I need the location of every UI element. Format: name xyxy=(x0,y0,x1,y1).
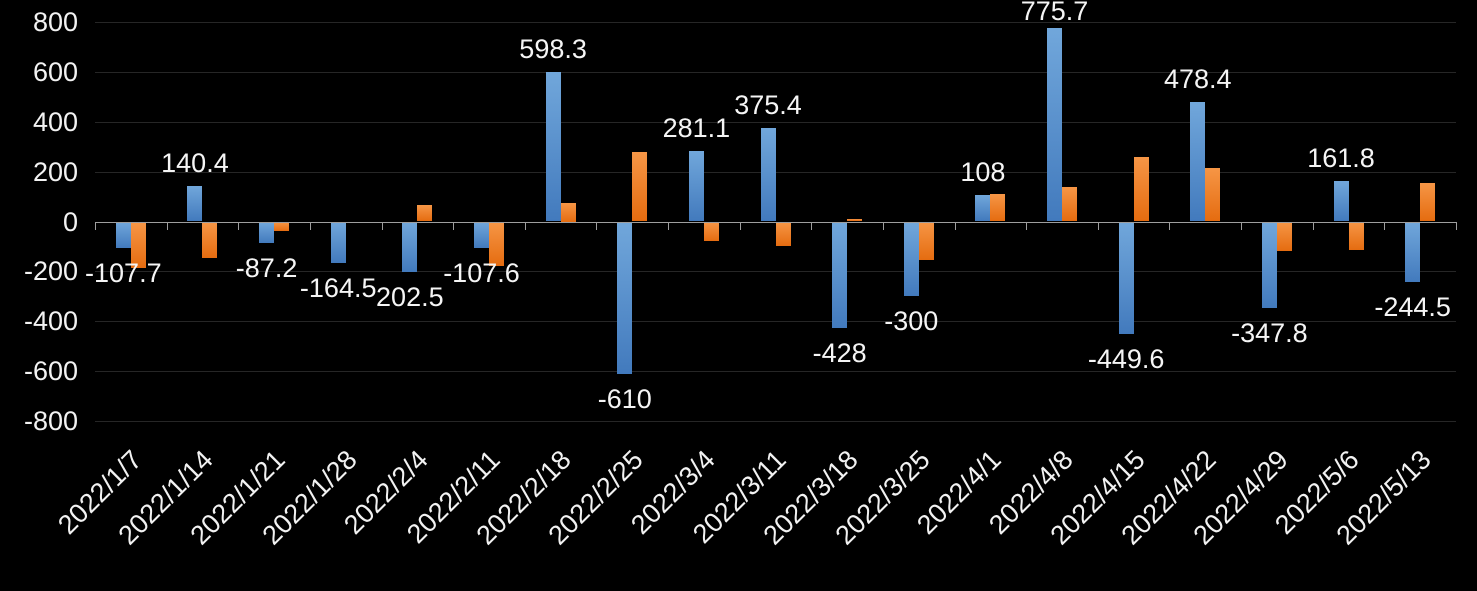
x-axis-tick xyxy=(167,222,168,230)
x-axis-tick xyxy=(1169,222,1170,230)
bar-blue-2022/2/18 xyxy=(546,72,561,222)
data-label: -107.6 xyxy=(443,258,520,289)
bar-orange-2022/4/1 xyxy=(990,194,1005,222)
gridline-400 xyxy=(95,122,1456,123)
data-label: 478.4 xyxy=(1163,64,1232,95)
bar-orange-2022/4/8 xyxy=(1062,187,1077,222)
gridline--600 xyxy=(95,371,1456,372)
bar-blue-2022/3/4 xyxy=(689,151,704,222)
bar-orange-2022/1/21 xyxy=(274,221,289,232)
data-label: -300 xyxy=(884,306,939,337)
bar-orange-2022/2/18 xyxy=(561,202,576,222)
data-label: -164.5 xyxy=(299,272,377,303)
gridline--200 xyxy=(95,271,1456,272)
data-label: 108 xyxy=(960,156,1006,187)
bar-orange-2022/3/11 xyxy=(776,221,791,247)
y-axis-tick-label: 0 xyxy=(62,206,78,237)
bar-blue-2022/4/1 xyxy=(975,194,990,222)
data-label: 202.5 xyxy=(376,281,444,312)
x-axis-tick xyxy=(95,222,96,230)
bar-orange-2022/3/18 xyxy=(847,218,862,222)
x-axis-tick xyxy=(596,222,597,230)
bar-blue-2022/1/28 xyxy=(331,221,346,263)
y-axis-tick-label: -600 xyxy=(23,356,78,387)
bar-blue-2022/4/15 xyxy=(1119,221,1134,334)
x-axis-tick xyxy=(1026,222,1027,230)
bar-blue-2022/4/29 xyxy=(1262,221,1277,309)
bar-orange-2022/2/25 xyxy=(632,151,647,222)
gridline-600 xyxy=(95,72,1456,73)
bar-blue-2022/5/6 xyxy=(1334,181,1349,222)
x-axis-tick xyxy=(955,222,956,230)
x-axis-tick xyxy=(525,222,526,230)
bar-blue-2022/3/25 xyxy=(904,221,919,297)
bar-orange-2022/1/14 xyxy=(202,221,217,258)
data-label: 161.8 xyxy=(1307,143,1375,174)
data-label: -610 xyxy=(597,383,652,414)
gridline--800 xyxy=(95,421,1456,422)
bar-orange-2022/5/6 xyxy=(1349,221,1364,251)
data-label: -428 xyxy=(812,338,867,369)
y-axis-tick-label: -200 xyxy=(23,256,78,287)
y-axis-tick-label: 800 xyxy=(32,7,78,37)
x-axis-tick xyxy=(1456,222,1457,230)
gridline-800 xyxy=(95,22,1456,23)
y-axis-tick-label: 600 xyxy=(32,56,78,87)
bar-blue-2022/1/7 xyxy=(116,221,131,249)
x-axis-tick xyxy=(740,222,741,230)
x-axis-tick xyxy=(668,222,669,230)
bar-blue-2022/1/21 xyxy=(259,221,274,244)
bar-orange-2022/4/15 xyxy=(1134,157,1149,222)
x-axis-tick xyxy=(811,222,812,230)
data-label: 375.4 xyxy=(734,89,802,120)
y-axis-tick-label: -800 xyxy=(23,406,78,436)
bar-blue-2022/5/13 xyxy=(1405,221,1420,283)
bar-blue-2022/3/11 xyxy=(761,127,776,222)
x-axis-line xyxy=(95,222,1456,223)
data-label: 140.4 xyxy=(161,148,229,179)
x-axis-tick xyxy=(1098,222,1099,230)
y-axis-tick-label: 400 xyxy=(32,106,78,137)
bar-orange-2022/4/22 xyxy=(1205,168,1220,222)
bar-orange-2022/2/4 xyxy=(417,205,432,222)
bar-blue-2022/4/22 xyxy=(1190,102,1205,222)
bar-blue-2022/1/14 xyxy=(187,186,202,222)
x-axis-tick xyxy=(310,222,311,230)
data-label: 598.3 xyxy=(519,34,587,65)
bar-orange-2022/1/7 xyxy=(131,221,146,269)
x-axis-tick xyxy=(1384,222,1385,230)
x-axis-tick xyxy=(883,222,884,230)
gridline--400 xyxy=(95,321,1456,322)
bar-blue-2022/2/4 xyxy=(402,221,417,272)
bar-blue-2022/2/25 xyxy=(617,221,632,374)
data-label: -107.7 xyxy=(85,258,162,289)
bar-blue-2022/4/8 xyxy=(1047,28,1062,222)
x-axis-tick xyxy=(453,222,454,230)
bar-orange-2022/4/29 xyxy=(1277,221,1292,251)
data-label: 775.7 xyxy=(1020,0,1089,26)
data-label: -87.2 xyxy=(235,253,298,284)
x-axis-tick xyxy=(382,222,383,230)
bar-orange-2022/3/4 xyxy=(704,221,719,242)
data-label: -244.5 xyxy=(1374,292,1451,323)
x-axis-tick xyxy=(1241,222,1242,230)
bar-orange-2022/3/25 xyxy=(919,221,934,261)
bar-orange-2022/5/13 xyxy=(1420,182,1435,222)
y-axis-tick-label: 200 xyxy=(32,156,78,187)
x-axis-tick xyxy=(1313,222,1314,230)
bar-blue-2022/2/11 xyxy=(474,221,489,249)
data-label: 281.1 xyxy=(662,113,731,144)
bar-orange-2022/2/11 xyxy=(489,221,504,266)
data-label: -347.8 xyxy=(1231,318,1308,349)
data-label: -449.6 xyxy=(1087,343,1165,374)
x-axis-tick xyxy=(238,222,239,230)
bar-blue-2022/3/18 xyxy=(832,221,847,329)
y-axis-tick-label: -400 xyxy=(23,306,78,337)
